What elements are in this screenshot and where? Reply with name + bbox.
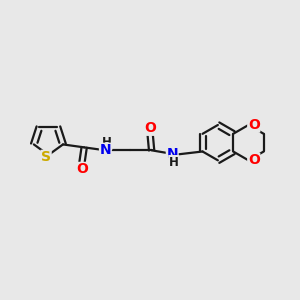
Text: O: O: [76, 163, 88, 176]
Text: H: H: [169, 156, 178, 169]
Text: O: O: [144, 121, 156, 135]
Text: H: H: [102, 136, 112, 149]
Text: N: N: [100, 143, 111, 157]
Text: S: S: [41, 150, 51, 164]
Text: O: O: [248, 118, 260, 132]
Text: N: N: [167, 147, 178, 161]
Text: O: O: [248, 153, 260, 167]
